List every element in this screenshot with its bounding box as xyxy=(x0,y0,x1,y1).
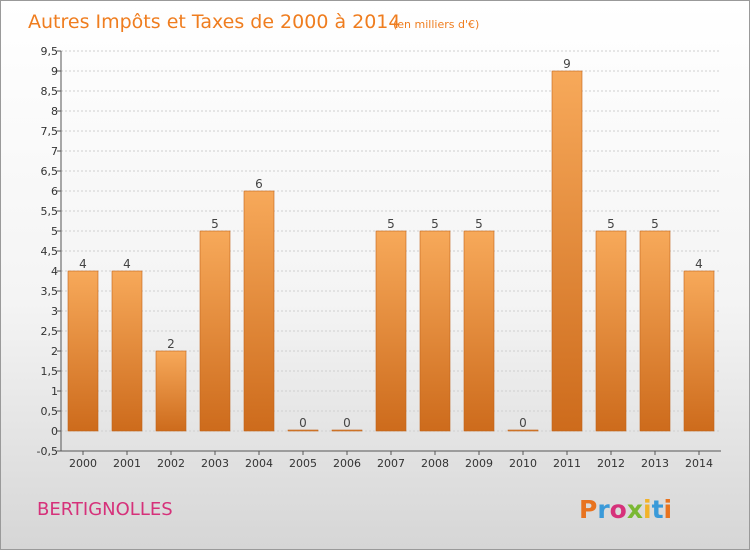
value-label: 9 xyxy=(563,57,571,71)
value-label: 5 xyxy=(651,217,659,231)
commune-name: BERTIGNOLLES xyxy=(37,499,173,520)
x-tick-label: 2001 xyxy=(113,457,141,470)
y-tick-label: 2 xyxy=(51,345,58,358)
bar xyxy=(375,230,407,432)
y-tick-label: 4,5 xyxy=(41,245,59,258)
x-tick-label: 2012 xyxy=(597,457,625,470)
value-label: 5 xyxy=(431,217,439,231)
x-tick-label: 2004 xyxy=(245,457,273,470)
y-tick-label: 6,5 xyxy=(41,165,59,178)
y-tick-label: 9,5 xyxy=(41,45,59,58)
x-tick-label: 2011 xyxy=(553,457,581,470)
x-tick-label: 2000 xyxy=(69,457,97,470)
value-label: 0 xyxy=(343,416,351,430)
value-label: 0 xyxy=(519,416,527,430)
y-tick-label: 4 xyxy=(51,265,58,278)
chart-unit: (en milliers d'€) xyxy=(393,18,479,31)
y-tick-label: 5,5 xyxy=(41,205,59,218)
x-tick-label: 2009 xyxy=(465,457,493,470)
y-tick-label: 7,5 xyxy=(41,125,59,138)
y-tick-label: 0,5 xyxy=(41,405,59,418)
value-label: 5 xyxy=(211,217,219,231)
bar xyxy=(111,270,143,432)
bar xyxy=(595,230,627,432)
bar xyxy=(639,230,671,432)
bar xyxy=(507,429,539,432)
value-label: 5 xyxy=(387,217,395,231)
chart-title: Autres Impôts et Taxes de 2000 à 2014 xyxy=(28,11,401,33)
y-tick-label: 8,5 xyxy=(41,85,59,98)
value-label: 6 xyxy=(255,177,263,191)
y-tick-label: 9 xyxy=(51,65,58,78)
value-label: 0 xyxy=(299,416,307,430)
bar xyxy=(551,70,583,432)
bar xyxy=(463,230,495,432)
x-tick-label: 2003 xyxy=(201,457,229,470)
bar xyxy=(419,230,451,432)
bar xyxy=(199,230,231,432)
y-tick-label: 8 xyxy=(51,105,58,118)
y-tick-label: 3,5 xyxy=(41,285,59,298)
x-tick-label: 2010 xyxy=(509,457,537,470)
y-tick-label: -0,5 xyxy=(37,445,58,458)
bars xyxy=(67,70,715,432)
value-label: 4 xyxy=(123,257,131,271)
x-tick-label: 2007 xyxy=(377,457,405,470)
bar xyxy=(67,270,99,432)
proxiti-logo: Proxiti xyxy=(579,495,672,524)
bar xyxy=(155,350,187,432)
x-tick-label: 2005 xyxy=(289,457,317,470)
bar xyxy=(331,429,363,432)
value-labels: 4 4 2 5 6 0 0 5 5 5 0 9 5 5 4 xyxy=(79,57,703,430)
y-tick-label: 1 xyxy=(51,385,58,398)
bar xyxy=(683,270,715,432)
bar xyxy=(243,190,275,432)
value-label: 4 xyxy=(695,257,703,271)
x-tick-label: 2006 xyxy=(333,457,361,470)
y-tick-label: 1,5 xyxy=(41,365,59,378)
y-tick-label: 0 xyxy=(51,425,58,438)
y-axis: -0,5 0 0,5 1 1,5 2 2,5 3 3,5 4 4,5 5 5,5 6 6,5 7 7,5 8 8,5… xyxy=(37,45,62,458)
x-tick-label: 2014 xyxy=(685,457,713,470)
y-tick-label: 3 xyxy=(51,305,58,318)
x-tick-label: 2013 xyxy=(641,457,669,470)
x-tick-label: 2008 xyxy=(421,457,449,470)
value-label: 5 xyxy=(475,217,483,231)
x-tick-label: 2002 xyxy=(157,457,185,470)
y-tick-label: 5 xyxy=(51,225,58,238)
y-tick-label: 6 xyxy=(51,185,58,198)
bar xyxy=(287,429,319,432)
value-label: 5 xyxy=(607,217,615,231)
x-axis: 2000 2001 2002 2003 2004 2005 2006 2007 2008 2009… xyxy=(61,450,721,470)
y-tick-label: 2,5 xyxy=(41,325,59,338)
value-label: 2 xyxy=(167,337,175,351)
y-tick-label: 7 xyxy=(51,145,58,158)
value-label: 4 xyxy=(79,257,87,271)
